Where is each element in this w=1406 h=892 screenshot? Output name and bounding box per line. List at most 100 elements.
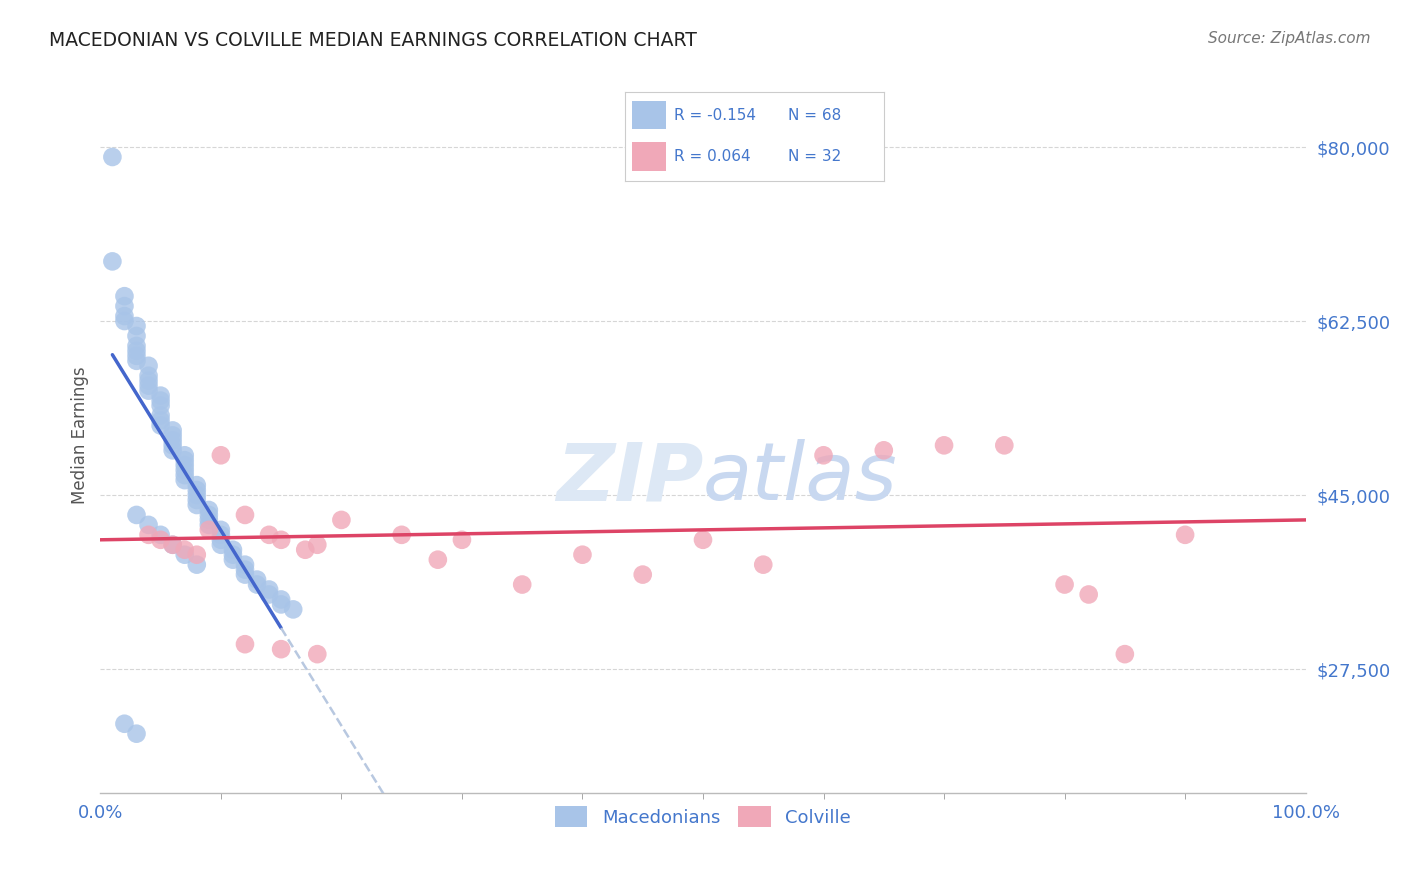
- Point: [125, 339, 148, 353]
- Point: [233, 637, 256, 651]
- Point: [114, 309, 136, 323]
- Point: [270, 598, 292, 612]
- Point: [162, 443, 184, 458]
- Point: [270, 592, 292, 607]
- Point: [125, 508, 148, 522]
- Point: [294, 542, 316, 557]
- Point: [173, 453, 195, 467]
- Point: [125, 318, 148, 333]
- Point: [138, 517, 160, 532]
- Point: [149, 389, 172, 403]
- Point: [307, 647, 329, 661]
- Point: [198, 517, 221, 532]
- Point: [186, 478, 208, 492]
- Text: ZIP: ZIP: [555, 440, 703, 517]
- Point: [246, 577, 269, 591]
- Point: [631, 567, 654, 582]
- Point: [186, 548, 208, 562]
- Point: [125, 727, 148, 741]
- Point: [114, 314, 136, 328]
- Point: [1053, 577, 1076, 591]
- Point: [1174, 528, 1197, 542]
- Point: [209, 523, 232, 537]
- Point: [138, 374, 160, 388]
- Point: [125, 343, 148, 358]
- Text: MACEDONIAN VS COLVILLE MEDIAN EARNINGS CORRELATION CHART: MACEDONIAN VS COLVILLE MEDIAN EARNINGS C…: [49, 31, 697, 50]
- Point: [138, 384, 160, 398]
- Point: [510, 577, 533, 591]
- Point: [283, 602, 305, 616]
- Point: [162, 538, 184, 552]
- Point: [391, 528, 413, 542]
- Point: [173, 548, 195, 562]
- Point: [114, 289, 136, 303]
- Point: [198, 508, 221, 522]
- Point: [101, 254, 124, 268]
- Point: [149, 418, 172, 433]
- Point: [233, 563, 256, 577]
- Point: [246, 573, 269, 587]
- Point: [173, 463, 195, 477]
- Point: [186, 488, 208, 502]
- Point: [173, 542, 195, 557]
- Point: [138, 359, 160, 373]
- Point: [101, 150, 124, 164]
- Legend: Macedonians, Colville: Macedonians, Colville: [548, 799, 858, 834]
- Point: [149, 393, 172, 408]
- Point: [222, 552, 245, 566]
- Point: [257, 582, 280, 597]
- Point: [162, 538, 184, 552]
- Point: [307, 538, 329, 552]
- Point: [692, 533, 714, 547]
- Point: [233, 508, 256, 522]
- Point: [198, 523, 221, 537]
- Point: [162, 434, 184, 448]
- Point: [198, 503, 221, 517]
- Point: [173, 458, 195, 473]
- Point: [451, 533, 474, 547]
- Point: [162, 424, 184, 438]
- Point: [233, 567, 256, 582]
- Point: [186, 558, 208, 572]
- Point: [932, 438, 955, 452]
- Point: [186, 498, 208, 512]
- Point: [125, 329, 148, 343]
- Point: [198, 513, 221, 527]
- Point: [149, 399, 172, 413]
- Point: [426, 552, 449, 566]
- Point: [114, 716, 136, 731]
- Point: [138, 528, 160, 542]
- Point: [209, 538, 232, 552]
- Point: [222, 548, 245, 562]
- Point: [149, 528, 172, 542]
- Point: [125, 354, 148, 368]
- Point: [873, 443, 896, 458]
- Point: [209, 448, 232, 462]
- Point: [114, 299, 136, 313]
- Point: [186, 483, 208, 497]
- Y-axis label: Median Earnings: Median Earnings: [72, 367, 89, 504]
- Point: [233, 558, 256, 572]
- Point: [173, 448, 195, 462]
- Point: [257, 587, 280, 601]
- Point: [752, 558, 775, 572]
- Point: [1077, 587, 1099, 601]
- Point: [1114, 647, 1136, 661]
- Point: [149, 409, 172, 423]
- Point: [173, 468, 195, 483]
- Point: [209, 533, 232, 547]
- Point: [149, 533, 172, 547]
- Point: [149, 413, 172, 427]
- Point: [813, 448, 835, 462]
- Point: [270, 642, 292, 657]
- Point: [270, 533, 292, 547]
- Point: [330, 513, 353, 527]
- Point: [222, 542, 245, 557]
- Point: [138, 368, 160, 383]
- Point: [138, 378, 160, 392]
- Point: [993, 438, 1015, 452]
- Text: atlas: atlas: [703, 440, 898, 517]
- Point: [186, 493, 208, 508]
- Point: [257, 528, 280, 542]
- Point: [162, 438, 184, 452]
